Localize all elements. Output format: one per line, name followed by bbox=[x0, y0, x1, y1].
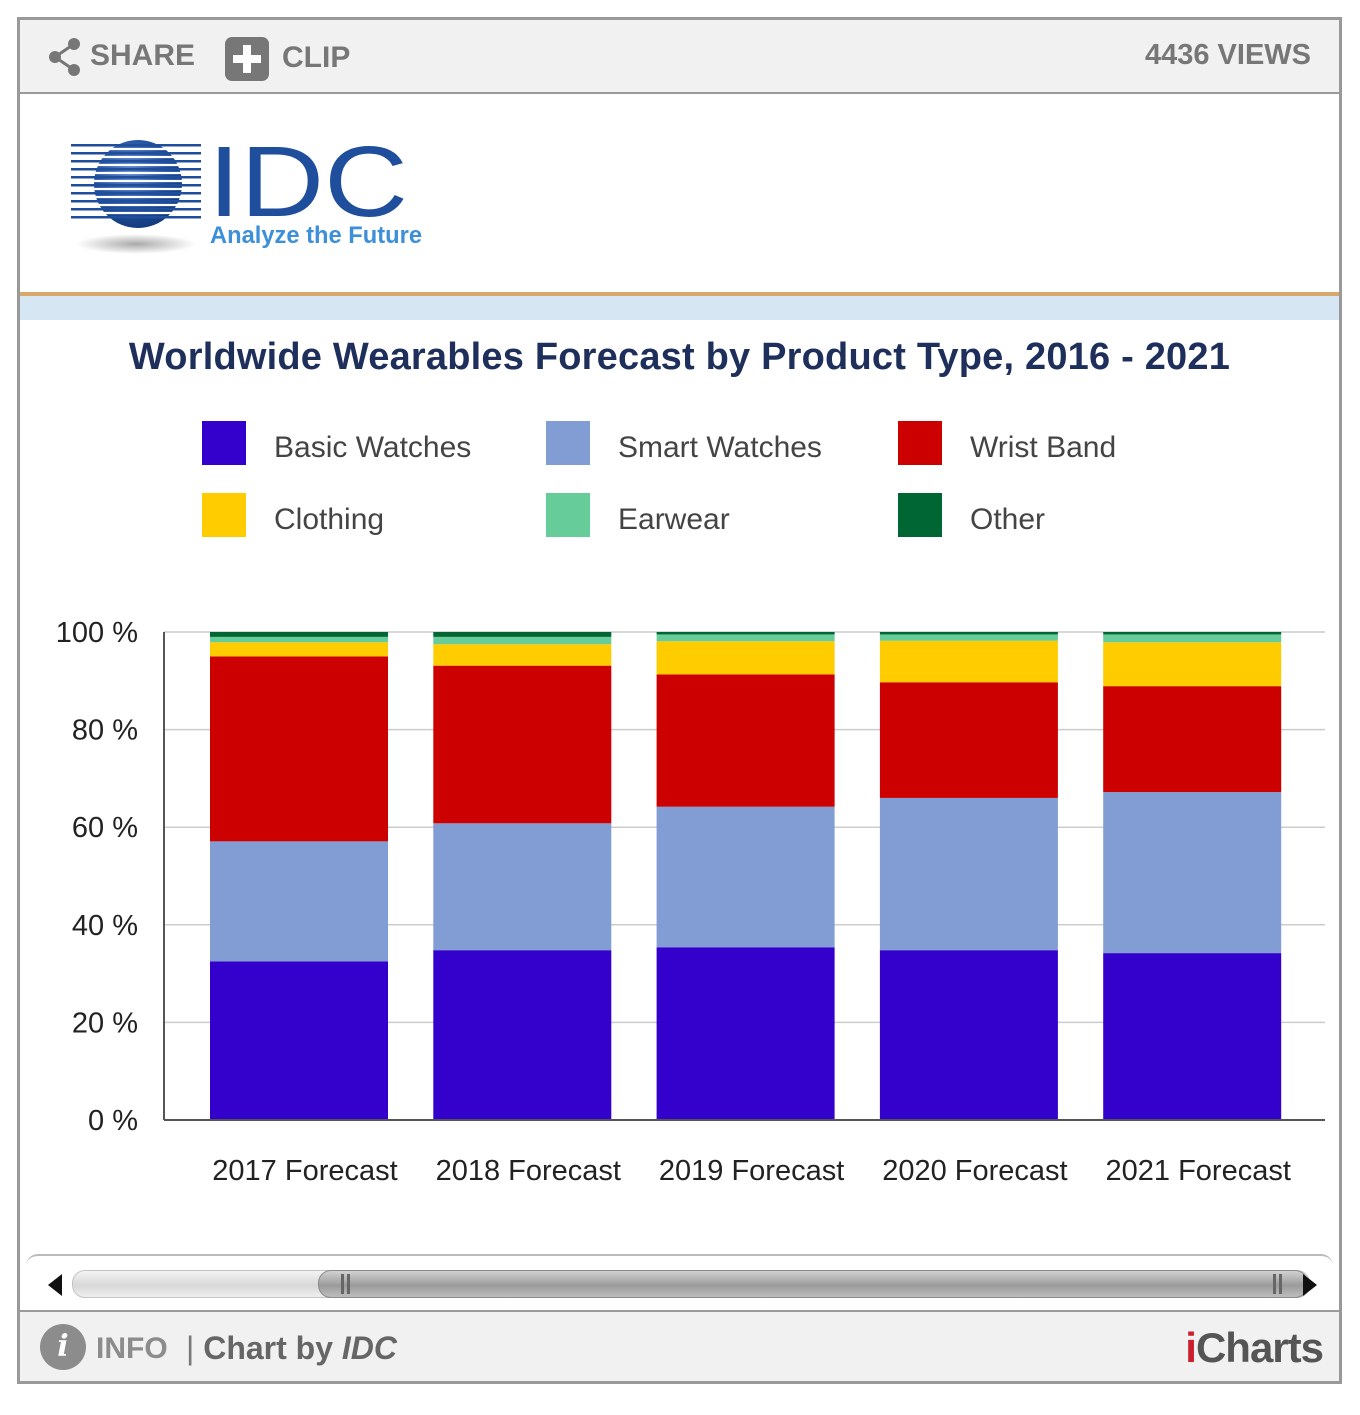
bar-segment bbox=[879, 950, 1058, 1120]
legend-label: Clothing bbox=[274, 503, 385, 536]
chart-scrollbar[interactable] bbox=[26, 1254, 1333, 1310]
legend-swatch bbox=[202, 421, 246, 465]
bar-segment bbox=[656, 674, 835, 807]
scroll-left-arrow-icon[interactable] bbox=[48, 1274, 62, 1296]
x-tick-label: 2017 Forecast bbox=[212, 1155, 397, 1187]
bar-segment bbox=[879, 797, 1058, 951]
legend-swatch bbox=[546, 493, 590, 537]
bar-segment bbox=[210, 632, 388, 637]
y-tick-label: 100 % bbox=[56, 617, 138, 649]
bar-segment bbox=[433, 823, 612, 951]
y-tick-label: 80 % bbox=[72, 715, 138, 747]
bar-segment bbox=[879, 632, 1058, 635]
attribution-source[interactable]: IDC bbox=[341, 1330, 397, 1366]
info-button[interactable]: INFO bbox=[96, 1332, 168, 1365]
idc-logo: IDC Analyze the Future bbox=[71, 132, 422, 254]
bar-segment bbox=[1103, 642, 1282, 687]
bar-segment bbox=[433, 636, 612, 645]
bar-segment bbox=[433, 950, 612, 1120]
icharts-logo-i: i bbox=[1185, 1324, 1197, 1371]
scroll-grip-left[interactable] bbox=[341, 1274, 344, 1294]
x-tick-label: 2018 Forecast bbox=[436, 1155, 621, 1187]
x-tick-label: 2020 Forecast bbox=[882, 1155, 1067, 1187]
share-button[interactable]: SHARE bbox=[90, 39, 196, 72]
chart-attribution: | Chart by IDC bbox=[186, 1330, 397, 1367]
bar-segment bbox=[1103, 634, 1282, 643]
header-band bbox=[20, 296, 1339, 320]
attribution-prefix: Chart by bbox=[203, 1330, 333, 1366]
x-tick-label: 2019 Forecast bbox=[659, 1155, 844, 1187]
x-tick-label: 2021 Forecast bbox=[1106, 1155, 1291, 1187]
bar-segment bbox=[210, 961, 388, 1120]
legend-label: Smart Watches bbox=[618, 431, 822, 464]
scroll-right-arrow-icon[interactable] bbox=[1303, 1274, 1317, 1296]
scroll-grip-left[interactable] bbox=[347, 1274, 350, 1294]
axis-labels: 0 % 20 % 40 % 60 % 80 % 100 % 2017 Forecast 201… bbox=[56, 617, 1291, 1187]
clip-plus-icon[interactable] bbox=[225, 37, 269, 81]
bar-segment bbox=[210, 636, 388, 643]
legend-swatch bbox=[202, 493, 246, 537]
clip-button[interactable]: CLIP bbox=[282, 41, 351, 74]
attribution-separator: | bbox=[186, 1330, 204, 1366]
scroll-grip-right[interactable] bbox=[1273, 1274, 1276, 1294]
widget-footer: i INFO | Chart by IDC iCharts bbox=[20, 1310, 1339, 1381]
header-divider bbox=[20, 292, 1339, 296]
legend-swatch bbox=[898, 493, 942, 537]
share-icon[interactable] bbox=[48, 38, 82, 76]
chart-widget: SHARE CLIP 4436 VIEWS bbox=[17, 17, 1342, 1384]
scroll-grip-right[interactable] bbox=[1279, 1274, 1282, 1294]
chart-title: Worldwide Wearables Forecast by Product … bbox=[128, 336, 1231, 378]
y-tick-label: 40 % bbox=[72, 910, 138, 942]
bar-segment bbox=[879, 640, 1058, 683]
bar-segment bbox=[879, 634, 1058, 641]
bar-segment bbox=[1103, 953, 1282, 1120]
legend-swatch bbox=[898, 421, 942, 465]
logo-header: IDC Analyze the Future bbox=[20, 94, 1339, 292]
view-count: 4436 VIEWS bbox=[1144, 39, 1311, 71]
axes bbox=[163, 632, 1325, 1121]
stacked-bar-chart: 0 % 20 % 40 % 60 % 80 % 100 % 2017 Forecast 201… bbox=[56, 617, 1325, 1187]
bar-segment bbox=[879, 682, 1058, 798]
scroll-thumb[interactable] bbox=[318, 1270, 1308, 1298]
info-icon[interactable]: i bbox=[40, 1324, 86, 1370]
bar-segment bbox=[1103, 686, 1282, 793]
bar-segment bbox=[656, 947, 835, 1120]
logo-wordmark: IDC bbox=[208, 132, 408, 238]
widget-toolbar: SHARE CLIP 4436 VIEWS bbox=[20, 20, 1339, 94]
bar-segment bbox=[210, 656, 388, 842]
legend-label: Earwear bbox=[618, 503, 730, 536]
bar-segment bbox=[210, 841, 388, 962]
legend-label: Other bbox=[970, 503, 1046, 536]
bar-segment bbox=[433, 644, 612, 666]
bar-segment bbox=[656, 634, 835, 642]
bar-segment bbox=[210, 642, 388, 657]
bar-segment bbox=[1103, 632, 1282, 635]
legend-label: Wrist Band bbox=[970, 431, 1117, 464]
logo-tagline: Analyze the Future bbox=[210, 222, 422, 249]
bar-segment bbox=[1103, 792, 1282, 954]
bar-segment bbox=[656, 641, 835, 675]
bar-segment bbox=[656, 632, 835, 635]
bar-segment bbox=[656, 806, 835, 948]
bars bbox=[210, 632, 1282, 1120]
icharts-logo[interactable]: iCharts bbox=[1185, 1324, 1324, 1372]
bar-segment bbox=[433, 632, 612, 637]
bar-segment bbox=[433, 665, 612, 824]
y-tick-label: 0 % bbox=[88, 1105, 138, 1137]
legend-label: Basic Watches bbox=[274, 431, 472, 464]
legend-swatch bbox=[546, 421, 590, 465]
y-tick-label: 20 % bbox=[72, 1007, 138, 1039]
icharts-logo-rest: Charts bbox=[1195, 1324, 1324, 1371]
y-tick-label: 60 % bbox=[72, 812, 138, 844]
